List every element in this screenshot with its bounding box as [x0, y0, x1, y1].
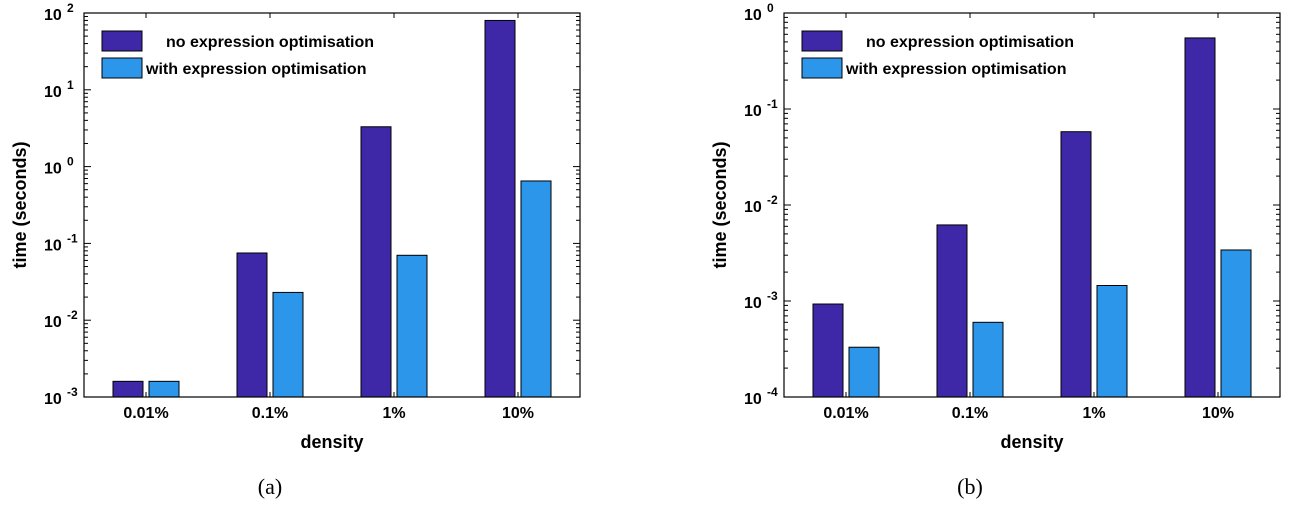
y-tick-exponent: 0	[767, 1, 774, 15]
y-tick-exponent: 2	[67, 1, 74, 15]
chart-panel-b: 0.01% 0.1% 1% 10% 10 -4 10 -3 10 -2 10 -1 10 0 density…	[710, 1, 1281, 499]
x-tick-label: 0.1%	[952, 405, 988, 422]
legend: no expression optimisation with expressio…	[801, 30, 1074, 79]
x-tick-label: 1%	[382, 405, 405, 422]
x-tick-label: 0.01%	[823, 405, 868, 422]
y-axis-label: time (seconds)	[710, 141, 730, 268]
bar-with-opt-1	[972, 321, 1004, 398]
bar-no-opt-1	[936, 224, 968, 398]
y-axis-label: time (seconds)	[10, 141, 30, 268]
x-tick-label: 0.01%	[123, 405, 168, 422]
y-tick-exponent: -3	[767, 289, 778, 303]
legend-label-0: no expression optimisation	[866, 34, 1074, 51]
y-tick-exponent: -1	[767, 97, 778, 111]
bar-with-opt-2	[1096, 285, 1128, 398]
legend-swatch-1	[101, 57, 143, 79]
y-tick-exponent: -1	[67, 231, 78, 245]
bar-no-opt-1	[236, 252, 268, 398]
x-axis-label: density	[300, 432, 363, 452]
y-tick-label: 10	[744, 199, 762, 216]
legend-label-1: with expression optimisation	[145, 61, 366, 78]
x-tick-label: 10%	[1202, 405, 1234, 422]
bar-no-opt-2	[1060, 131, 1092, 398]
y-tick-label: 10	[744, 103, 762, 120]
legend-swatch-0	[101, 30, 143, 52]
y-tick-label: 10	[744, 295, 762, 312]
bar-no-opt-0	[112, 380, 144, 398]
y-tick-label: 10	[744, 7, 762, 24]
chart-panel-a: 0.01% 0.1% 1% 10% 10 -3 10 -2 10 -1 10 0 10 1 10 2 densi…	[10, 1, 581, 499]
y-tick-exponent: 1	[67, 78, 74, 92]
bar-no-opt-3	[484, 19, 516, 398]
bar-with-opt-3	[1220, 249, 1252, 398]
y-tick-label: 10	[44, 161, 62, 178]
legend: no expression optimisation with expressio…	[101, 30, 374, 79]
x-tick-label: 1%	[1082, 405, 1105, 422]
legend-swatch-1	[801, 57, 843, 79]
y-tick-exponent: -2	[67, 308, 78, 322]
panel-caption: (b)	[957, 474, 983, 499]
bar-no-opt-3	[1184, 37, 1216, 398]
y-tick-exponent: -4	[767, 385, 778, 399]
y-tick-exponent: -3	[67, 385, 78, 399]
axes-box	[83, 12, 581, 398]
y-tick-exponent: -2	[767, 193, 778, 207]
legend-label-1: with expression optimisation	[845, 61, 1066, 78]
legend-swatch-0	[801, 30, 843, 52]
x-axis-label: density	[1000, 432, 1063, 452]
panel-caption: (a)	[258, 474, 282, 499]
y-tick-label: 10	[44, 391, 62, 408]
y-tick-label: 10	[44, 237, 62, 254]
bar-no-opt-0	[812, 303, 844, 398]
x-tick-label: 10%	[502, 405, 534, 422]
y-tick-label: 10	[744, 391, 762, 408]
y-tick-label: 10	[44, 314, 62, 331]
bar-with-opt-0	[148, 380, 180, 398]
bar-with-opt-0	[848, 346, 880, 398]
legend-label-0: no expression optimisation	[166, 34, 374, 51]
bar-with-opt-3	[520, 180, 552, 398]
y-tick-label: 10	[44, 7, 62, 24]
bar-with-opt-2	[396, 254, 428, 398]
bar-with-opt-1	[272, 291, 304, 398]
y-tick-label: 10	[44, 84, 62, 101]
y-tick-exponent: 0	[67, 155, 74, 169]
x-tick-label: 0.1%	[252, 405, 288, 422]
bar-no-opt-2	[360, 126, 392, 398]
